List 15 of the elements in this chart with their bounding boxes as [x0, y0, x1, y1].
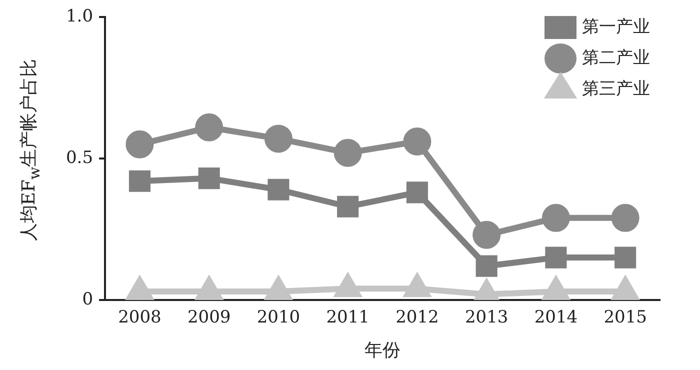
- x-tick-label: 2010: [256, 308, 300, 328]
- x-axis-title: 年份: [364, 340, 401, 361]
- legend-label: 第二产业: [582, 48, 650, 68]
- x-tick-label: 2012: [396, 308, 439, 328]
- x-tick-label: 2008: [118, 308, 162, 328]
- legend-label: 第一产业: [582, 16, 650, 37]
- y-tick-label: 1.0: [66, 6, 94, 26]
- legend-label: 第三产业: [582, 78, 650, 99]
- y-tick-label: 0: [82, 289, 94, 310]
- x-tick-label: 2015: [604, 308, 647, 328]
- y-tick-label: 0.5: [66, 148, 94, 168]
- x-tick-label: 2009: [187, 308, 231, 328]
- x-tick-label: 2014: [534, 308, 578, 328]
- x-tick-label: 2013: [464, 308, 508, 328]
- x-tick-label: 2011: [326, 308, 370, 328]
